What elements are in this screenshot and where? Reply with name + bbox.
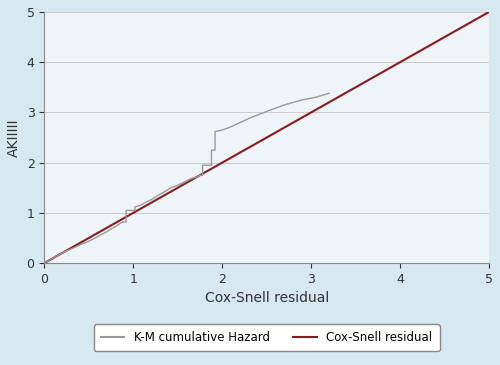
Y-axis label: AKIIIII: AKIIIII (7, 118, 21, 157)
Legend: K-M cumulative Hazard, Cox-Snell residual: K-M cumulative Hazard, Cox-Snell residua… (94, 324, 440, 351)
X-axis label: Cox-Snell residual: Cox-Snell residual (204, 291, 329, 306)
